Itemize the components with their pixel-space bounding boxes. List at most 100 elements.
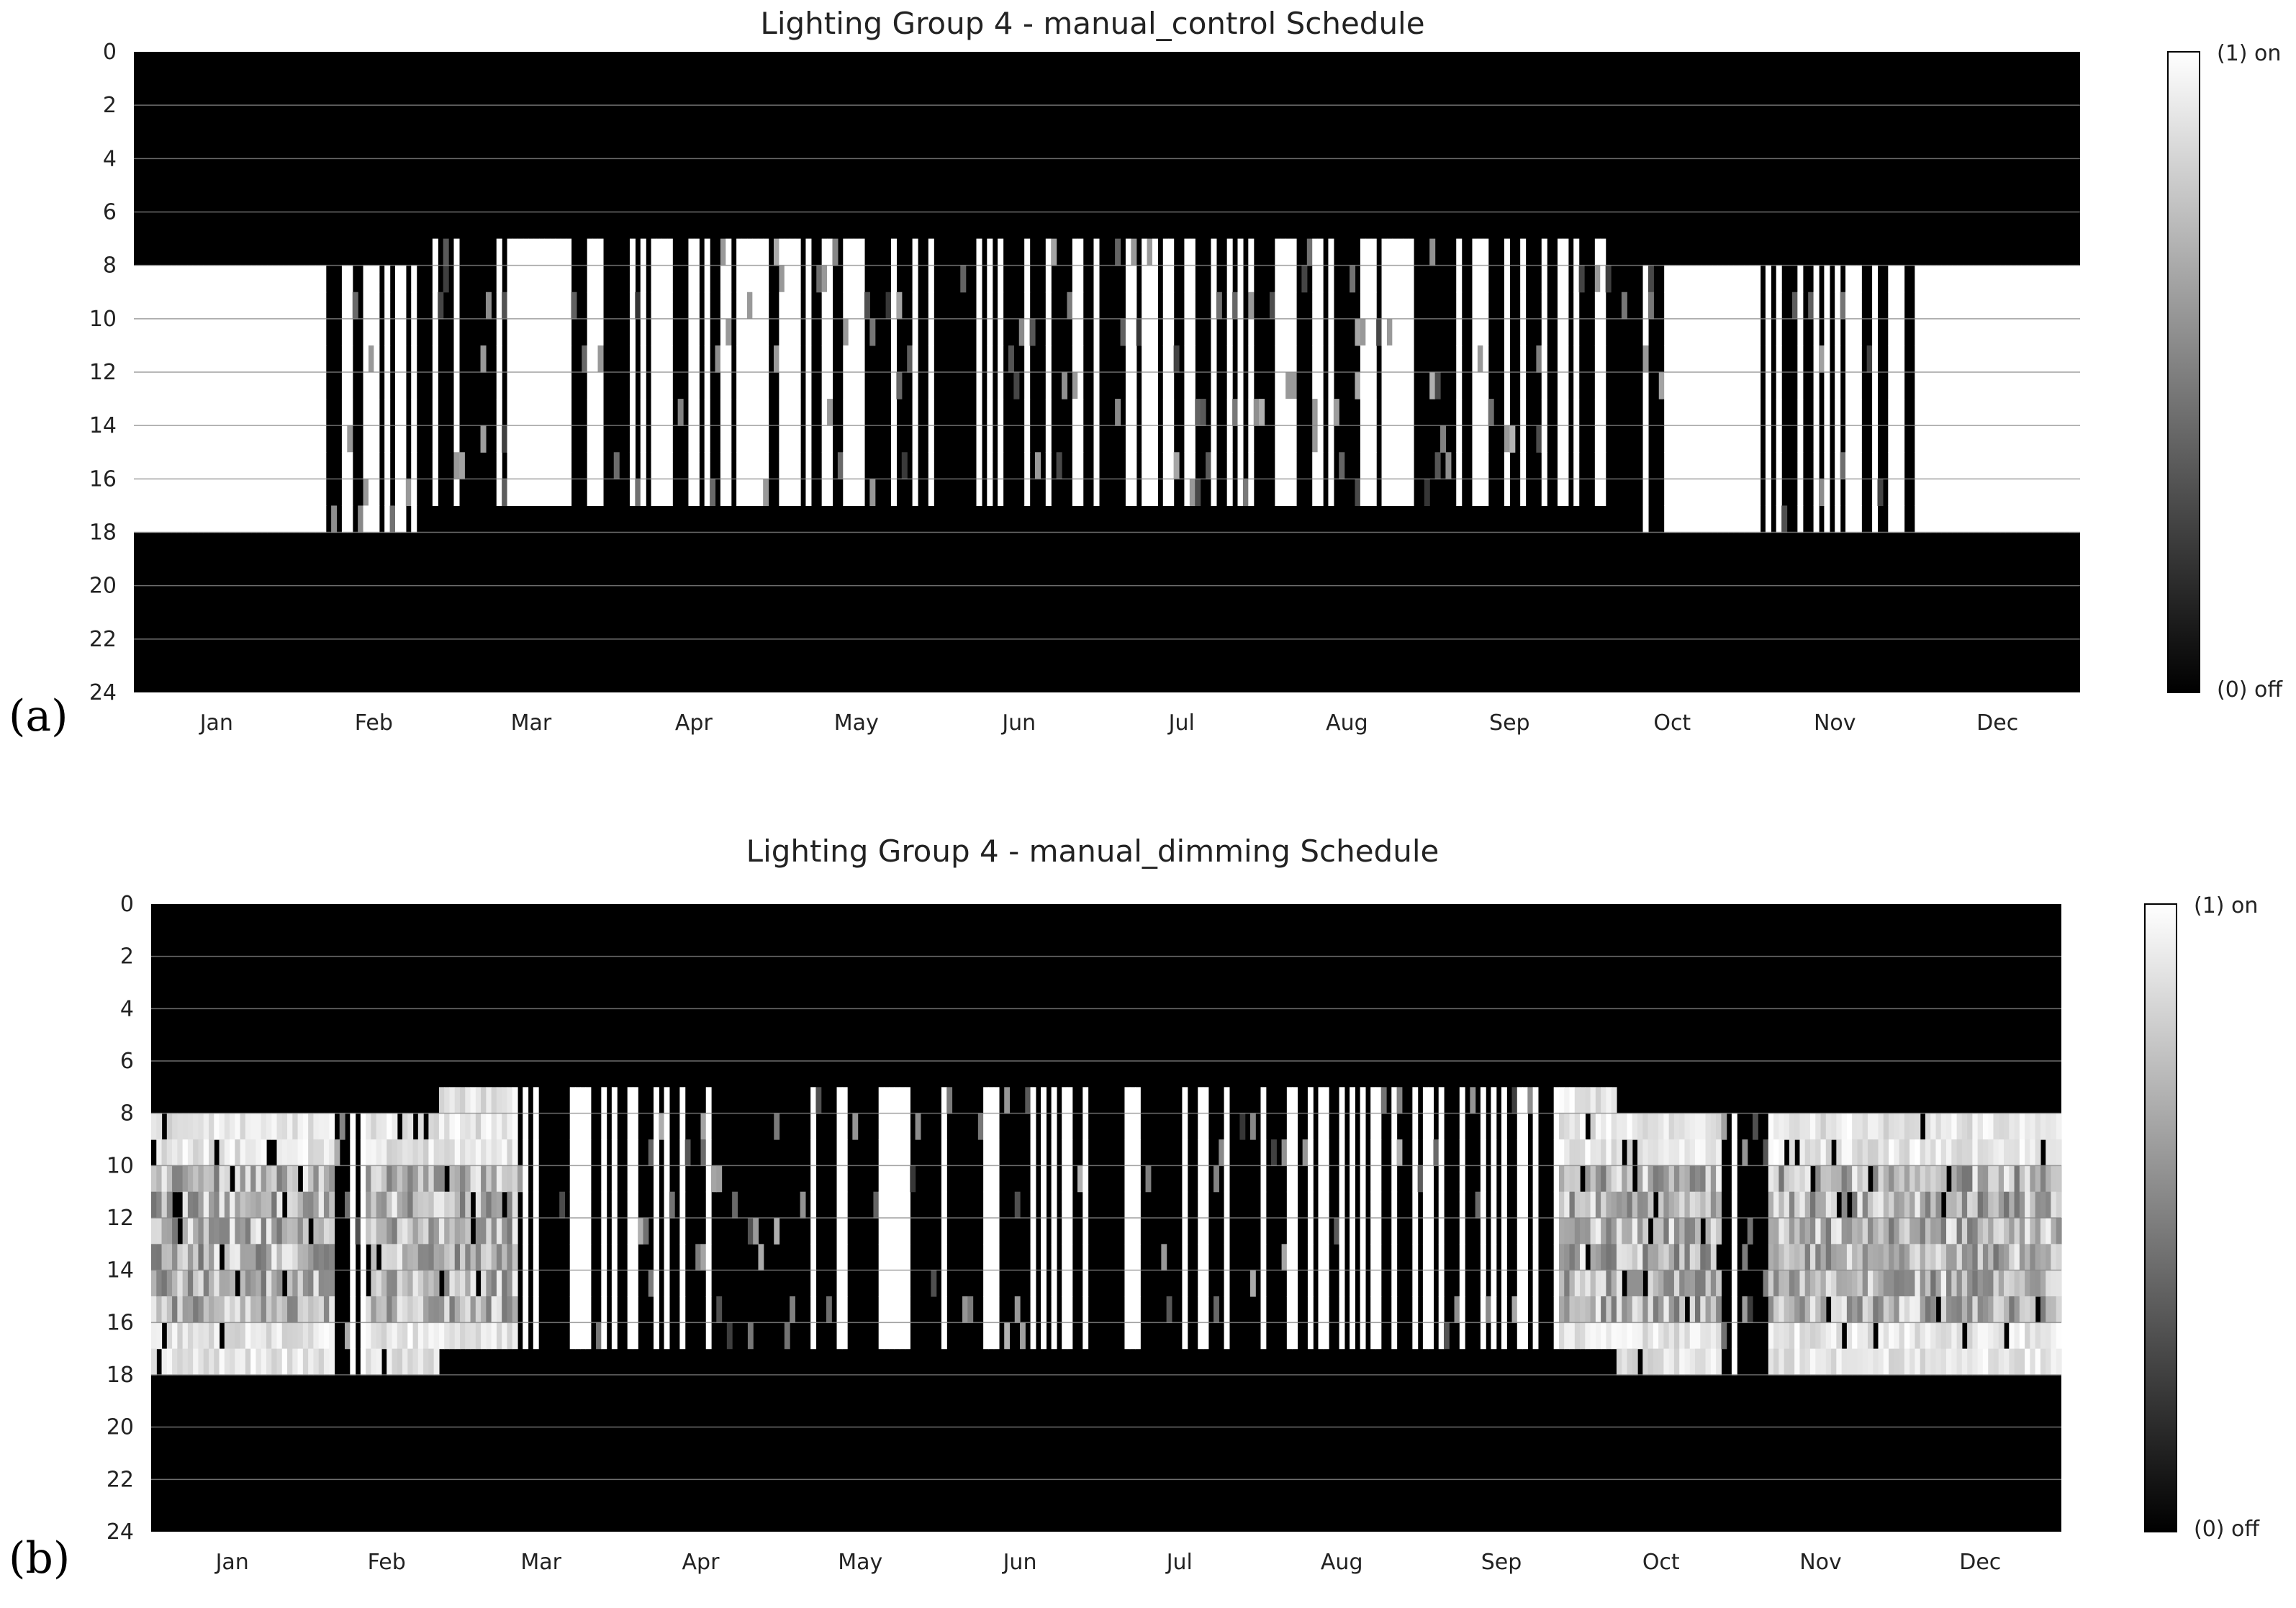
- heatmap-cell: [1738, 479, 1745, 507]
- heatmap-cell: [1696, 372, 1702, 399]
- heatmap-cell: [1642, 345, 1649, 373]
- heatmap-cell: [245, 1139, 251, 1166]
- heatmap-cell: [1403, 318, 1409, 346]
- heatmap-cell: [1999, 505, 2006, 533]
- heatmap-cell: [144, 479, 150, 507]
- heatmap-cell: [629, 318, 636, 346]
- heatmap-cell: [1836, 1348, 1843, 1376]
- heatmap-cell: [1189, 479, 1196, 507]
- heatmap-cell: [1904, 1165, 1910, 1193]
- heatmap-cell: [1820, 1218, 1827, 1245]
- heatmap-cell: [433, 1348, 440, 1376]
- heatmap-cell: [654, 1322, 659, 1350]
- heatmap-cell: [449, 1087, 456, 1114]
- heatmap-cell: [181, 265, 188, 293]
- heatmap-cell: [1951, 1165, 1958, 1193]
- heatmap-cell: [854, 292, 860, 320]
- heatmap-cell: [1653, 1322, 1659, 1350]
- heatmap-cell: [1642, 1322, 1649, 1350]
- heatmap-cell: [214, 1244, 220, 1271]
- heatmap-cell: [1198, 1244, 1204, 1271]
- heatmap-cell: [438, 1191, 445, 1219]
- heatmap-cell: [2043, 265, 2049, 293]
- heatmap-cell: [1836, 1296, 1843, 1323]
- heatmap-cell: [1893, 425, 1899, 453]
- heatmap-cell: [1522, 1270, 1528, 1297]
- heatmap-cell: [1355, 372, 1361, 399]
- heatmap-cell: [2048, 399, 2054, 426]
- heatmap-cell: [214, 425, 220, 453]
- heatmap-cell: [1557, 318, 1563, 346]
- heatmap-cell: [297, 1270, 304, 1297]
- heatmap-cell: [192, 292, 199, 320]
- heatmap-cell: [666, 452, 673, 479]
- heatmap-cell: [1841, 1270, 1848, 1297]
- heatmap-cell: [1611, 1296, 1617, 1323]
- heatmap-cell: [1339, 1270, 1345, 1297]
- heatmap-cell: [512, 238, 518, 266]
- heatmap-cell: [592, 452, 599, 479]
- heatmap-cell: [1963, 479, 1969, 507]
- heatmap-cell: [1601, 1244, 1606, 1271]
- heatmap-cell: [523, 1244, 529, 1271]
- heatmap-cell: [1520, 265, 1527, 293]
- heatmap-cell: [533, 399, 540, 426]
- heatmap-cell: [395, 318, 402, 346]
- heatmap-cell: [261, 505, 268, 533]
- heatmap-cell: [1648, 292, 1654, 320]
- heatmap-cell: [1611, 1244, 1617, 1271]
- heatmap-cell: [1930, 265, 1937, 293]
- heatmap-cell: [1134, 1244, 1141, 1271]
- heatmap-cell: [523, 1191, 529, 1219]
- heatmap-cell: [197, 345, 204, 373]
- heatmap-cell: [1632, 1244, 1638, 1271]
- heatmap-cell: [1984, 452, 1990, 479]
- heatmap-cell: [502, 1165, 508, 1193]
- heatmap-cell: [1809, 1218, 1816, 1245]
- heatmap-cell: [528, 452, 535, 479]
- heatmap-cell: [1883, 1244, 1889, 1271]
- heatmap-cell: [1731, 1139, 1737, 1166]
- heatmap-cell: [1982, 1244, 1989, 1271]
- heatmap-cell: [2037, 399, 2043, 426]
- y-tick-label: 6: [120, 1049, 134, 1074]
- heatmap-cell: [256, 372, 263, 399]
- heatmap-cell: [941, 1191, 947, 1219]
- heatmap-cell: [549, 479, 556, 507]
- heatmap-cell: [1744, 372, 1750, 399]
- heatmap-cell: [1574, 1139, 1581, 1166]
- heatmap-cell: [1820, 1191, 1827, 1219]
- heatmap-cell: [407, 1113, 414, 1140]
- heatmap-cell: [988, 1218, 995, 1245]
- y-tick-label: 14: [89, 413, 117, 438]
- heatmap-cell: [1317, 425, 1324, 453]
- heatmap-cell: [1585, 1322, 1591, 1350]
- heatmap-cell: [256, 265, 263, 293]
- heatmap-cell: [1381, 292, 1388, 320]
- heatmap-cell: [134, 372, 140, 399]
- heatmap-cell: [2064, 452, 2070, 479]
- heatmap-cell: [496, 479, 502, 507]
- heatmap-cell: [453, 265, 460, 293]
- heatmap-cell: [1889, 1244, 1894, 1271]
- x-tick-label: Jun: [1002, 1550, 1037, 1575]
- heatmap-cell: [1679, 1322, 1686, 1350]
- heatmap-cell: [1062, 1244, 1068, 1271]
- heatmap-cell: [261, 372, 268, 399]
- heatmap-cell: [224, 265, 230, 293]
- heatmap-cell: [889, 1191, 895, 1219]
- heatmap-cell: [1728, 425, 1735, 453]
- heatmap-cell: [1541, 372, 1547, 399]
- heatmap-cell: [281, 1296, 288, 1323]
- heatmap-cell: [976, 292, 982, 320]
- heatmap-cell: [1428, 1165, 1434, 1193]
- heatmap-cell: [299, 318, 305, 346]
- heatmap-cell: [592, 425, 599, 453]
- heatmap-cell: [779, 452, 785, 479]
- heatmap-cell: [1728, 292, 1735, 320]
- heatmap-cell: [1733, 452, 1740, 479]
- heatmap-cell: [746, 318, 753, 346]
- heatmap-cell: [1182, 1296, 1188, 1323]
- heatmap-cell: [203, 1191, 209, 1219]
- heatmap-cell: [2053, 318, 2059, 346]
